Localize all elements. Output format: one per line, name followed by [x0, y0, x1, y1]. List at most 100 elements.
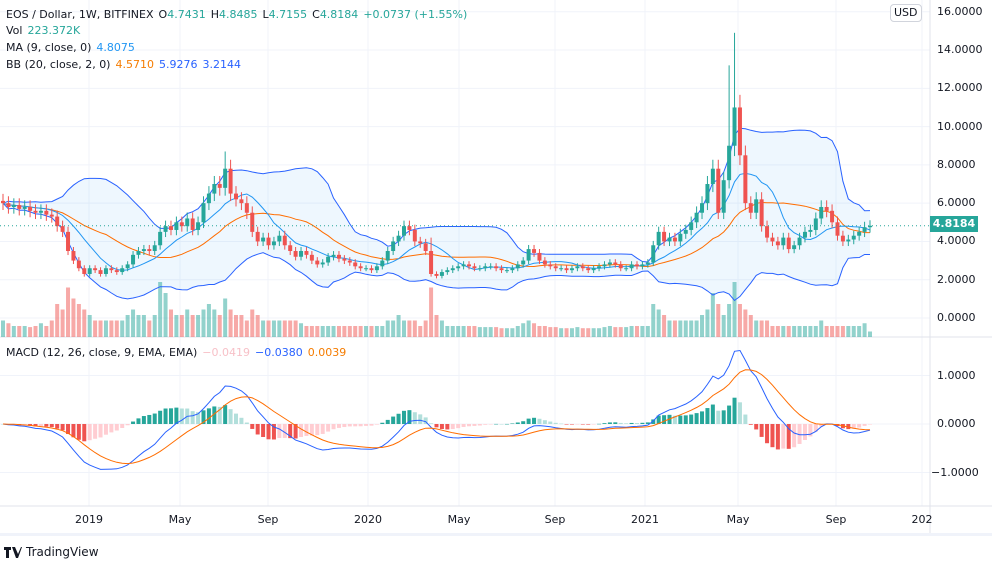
macd-histogram-bar	[347, 424, 352, 427]
macd-histogram-bar	[385, 419, 390, 424]
volume-bar	[423, 320, 428, 337]
macd-histogram-bar	[364, 424, 369, 426]
macd-histogram-bar	[277, 424, 282, 438]
volume-bar	[336, 326, 341, 337]
volume-bar	[358, 326, 363, 337]
candle-body	[98, 270, 103, 274]
macd-label: MACD (12, 26, close, 9, EMA, EMA)	[6, 346, 198, 359]
candle-body	[494, 266, 499, 269]
candle-body	[369, 268, 374, 271]
macd-histogram-bar	[407, 410, 412, 424]
candle-body	[412, 229, 417, 242]
candle-body	[450, 268, 455, 271]
candle-body	[483, 266, 488, 269]
volume-bar	[488, 327, 493, 337]
macd-histogram-bar	[168, 408, 173, 424]
volume-bar	[716, 304, 721, 337]
volume-bar	[651, 304, 656, 337]
volume-bar	[667, 320, 672, 337]
candle-body	[28, 206, 33, 211]
candle-body	[537, 252, 542, 261]
macd-histogram-bar	[299, 424, 304, 437]
volume-bar	[526, 320, 531, 337]
candle-body	[309, 254, 314, 261]
candle-body	[6, 203, 11, 207]
bb-upper-line	[2, 127, 871, 263]
volume-bar	[521, 323, 526, 337]
ma-label: MA (9, close, 0)	[6, 41, 92, 54]
candle-body	[672, 237, 677, 242]
volume-bar	[364, 326, 369, 337]
volume-bar	[179, 315, 184, 337]
candle-body	[60, 226, 65, 232]
macd-histogram-bar	[396, 413, 401, 424]
macd-histogram-bar	[66, 424, 71, 435]
candle-body	[765, 226, 770, 238]
tradingview-logo-icon	[4, 546, 22, 558]
volume-bar	[93, 320, 98, 337]
macd-histogram-bar	[510, 423, 515, 424]
candle-body	[461, 264, 466, 267]
macd-histogram-bar	[645, 422, 650, 424]
macd-histogram-bar	[721, 410, 726, 424]
volume-bar	[380, 326, 385, 337]
price-tick: 10.0000	[937, 119, 983, 133]
macd-histogram-bar	[174, 407, 179, 424]
candle-body	[575, 266, 580, 269]
candle-body	[510, 268, 515, 271]
volume-bar	[76, 304, 81, 337]
candle-body	[76, 260, 81, 269]
volume-bar	[450, 326, 455, 337]
bb-basis-line	[2, 201, 870, 268]
volume-bar	[857, 326, 862, 337]
candle-body	[331, 254, 336, 257]
low-number: 4.7155	[268, 8, 308, 21]
macd-histogram-bar	[401, 410, 406, 424]
volume-bar	[385, 320, 390, 337]
candle-body	[840, 235, 845, 242]
macd-histogram-bar	[450, 424, 455, 430]
macd-histogram-bar	[244, 422, 249, 424]
volume-bar	[239, 315, 244, 337]
candle-body	[11, 205, 16, 207]
candle-body	[396, 235, 401, 242]
candle-body	[261, 237, 266, 242]
close-value: C4.8184	[312, 8, 358, 21]
candle-body	[288, 245, 293, 252]
volume-bar	[163, 293, 168, 337]
macd-histogram-bar	[158, 410, 163, 424]
macd-histogram-bar	[494, 423, 499, 425]
macd-histogram-bar	[732, 397, 737, 424]
volume-bar	[82, 309, 87, 337]
tradingview-logo[interactable]: TradingView	[4, 545, 99, 559]
candle-body	[662, 231, 667, 242]
macd-histogram-bar	[710, 404, 715, 424]
volume-bar	[439, 320, 444, 337]
candle-body	[434, 273, 439, 276]
candle-body	[244, 203, 249, 213]
candle-body	[429, 251, 434, 274]
volume-bar	[868, 331, 872, 337]
volume-bar	[737, 304, 742, 337]
macd-histogram-bar	[234, 413, 239, 424]
candle-body	[391, 241, 396, 252]
candle-body	[158, 231, 163, 246]
candle-body	[201, 203, 206, 223]
macd-histogram-bar	[201, 410, 206, 424]
volume-bar	[851, 326, 856, 337]
price-tick: 16.0000	[937, 4, 983, 18]
volume-label: Vol	[6, 24, 23, 37]
volume-bar	[374, 326, 379, 337]
currency-button[interactable]: USD	[890, 4, 922, 22]
macd-histogram-bar	[483, 424, 488, 425]
candle-body	[380, 260, 385, 267]
macd-histogram-bar	[82, 424, 87, 442]
macd-histogram-bar	[765, 424, 770, 444]
macd-histogram-bar	[125, 424, 130, 426]
macd-histogram-bar	[813, 424, 818, 432]
macd-histogram-bar	[228, 409, 233, 424]
volume-bar	[645, 326, 650, 337]
candle-body	[716, 168, 721, 213]
volume-value: 223.372K	[27, 24, 81, 37]
